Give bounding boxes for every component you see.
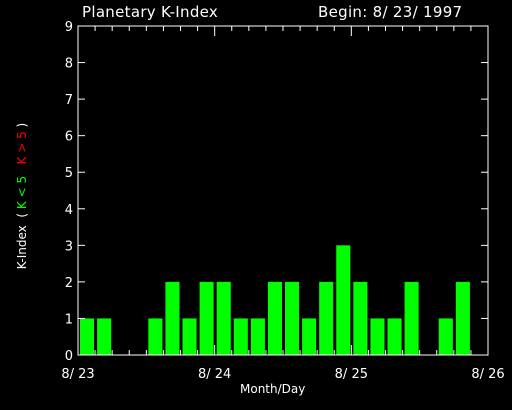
y-tick-label: 5 [65,166,73,181]
y-tick-label: 7 [65,93,73,108]
k-index-bar [353,281,368,355]
k-index-bar [199,281,214,355]
k-index-bar [267,281,282,355]
y-axis-label: K-Index ( K < 5 K > 5 ) [15,123,29,269]
plot-frame [77,25,489,356]
k-index-bar [455,281,470,355]
k-index-bar [165,281,180,355]
k-index-bar [302,318,317,355]
y-axis-label-open: ( [15,212,29,218]
chart-title: Planetary K-Index [82,3,219,21]
x-tick-label: 8/ 23 [61,367,94,382]
k-index-bar [148,318,163,355]
y-tick-label: 2 [65,276,73,291]
k-index-bar [370,318,385,355]
k-index-bar [97,318,112,355]
y-tick-label: 8 [65,57,73,72]
x-tick-label: 8/ 24 [198,367,231,382]
y-axis-label-close: ) [15,122,29,128]
y-tick-label: 6 [65,130,73,145]
k-index-bar [438,318,453,355]
y-tick-label: 4 [65,203,73,218]
y-axis-label-prefix: K-Index [15,225,29,270]
k-index-bar [182,318,197,355]
k-index-bar [336,245,351,355]
k-index-bar [387,318,402,355]
x-tick-label: 8/ 26 [471,367,504,382]
y-tick-label: 1 [65,312,73,327]
k-index-bar [80,318,95,355]
y-tick-label: 3 [65,239,73,254]
k-index-bar [216,281,231,355]
k-index-bar [319,281,334,355]
x-axis-label: Month/Day [240,382,306,396]
y-axis-label-low: K < 5 [15,175,29,210]
k-index-bar [250,318,265,355]
begin-date-label: Begin: 8/ 23/ 1997 [318,3,463,21]
k-index-bar [285,281,300,355]
k-index-bar [404,281,419,355]
k-index-bar [233,318,248,355]
y-axis-label-high: K > 5 [15,131,29,165]
y-tick-label: 9 [65,20,73,35]
y-tick-label: 0 [65,349,73,364]
x-tick-label: 8/ 25 [335,367,368,382]
